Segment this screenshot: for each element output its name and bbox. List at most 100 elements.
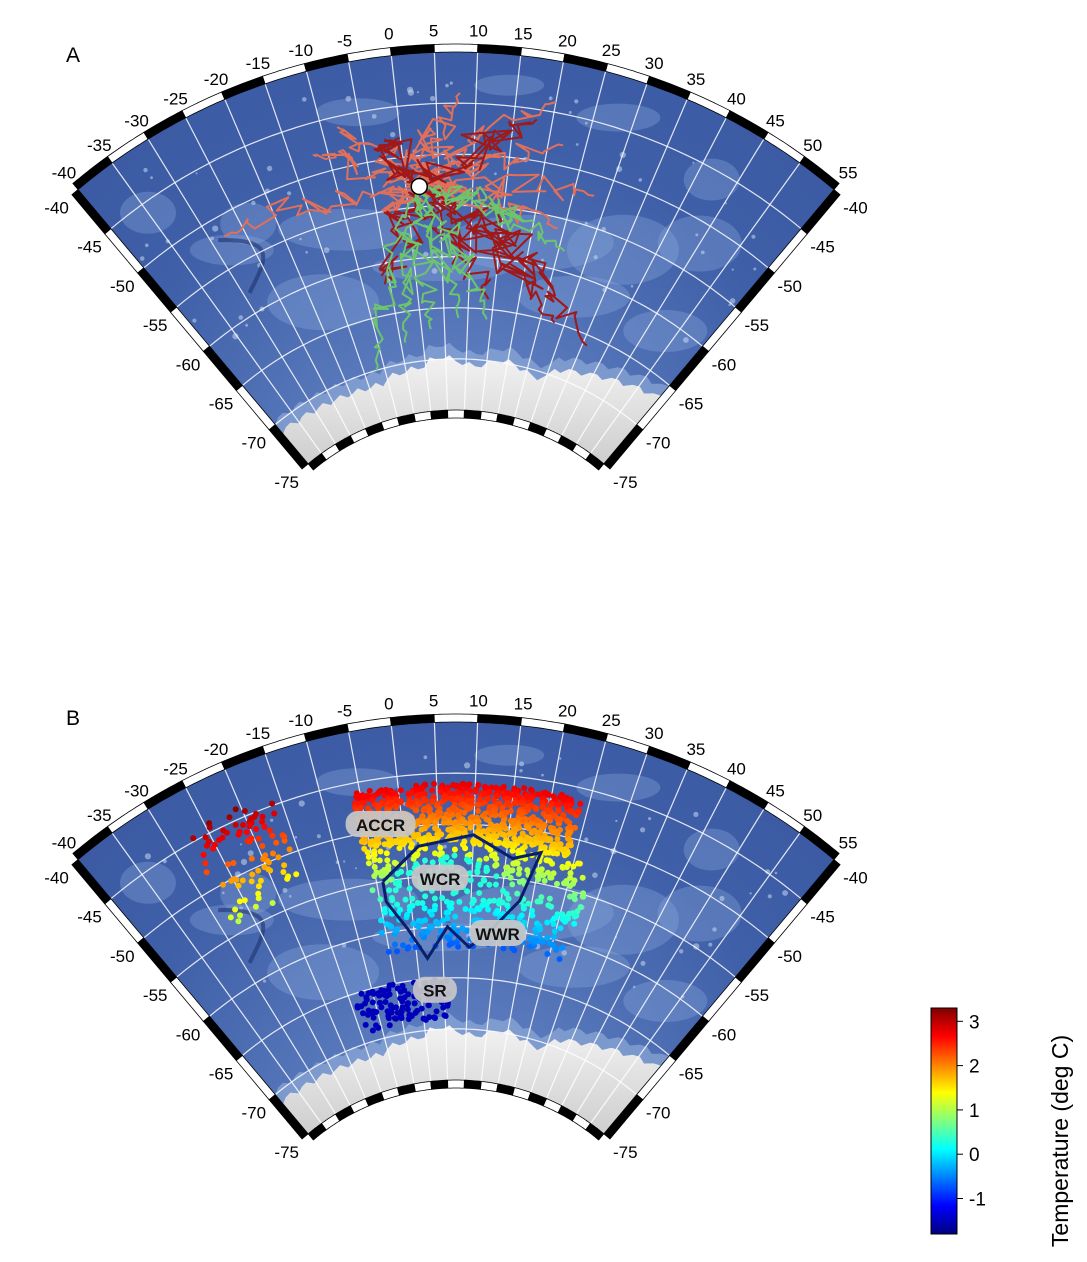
temperature-point (506, 831, 513, 838)
meridian (497, 61, 564, 415)
frame-segment (268, 424, 309, 470)
latitude-tick-label: -40 (843, 869, 868, 888)
temperature-point (227, 914, 234, 921)
meridian (147, 138, 337, 445)
temperature-point (381, 841, 388, 848)
frame-segment (268, 1094, 309, 1140)
temperature-point (397, 798, 404, 804)
temperature-point (219, 834, 226, 841)
temperature-point (477, 881, 484, 888)
parallel (274, 358, 638, 426)
temperature-point (531, 937, 538, 944)
bathymetry-feature (623, 310, 708, 352)
temperature-point (550, 793, 557, 800)
temperature-point (544, 837, 551, 843)
latitude-tick-labels: -40 -40 -45 -45 -50 -50 -55 -55 -60 -60 -65 -65 -70 -… (44, 869, 867, 1162)
temperature-point (415, 801, 421, 808)
meridian (433, 722, 449, 1081)
temperature-point (565, 802, 572, 809)
temperature-point (559, 864, 566, 871)
temperature-point (455, 943, 462, 950)
frame-segment (433, 713, 479, 723)
temperature-point (451, 782, 458, 789)
temperature-point (519, 830, 526, 837)
meridian (530, 753, 648, 1093)
temperature-point (255, 883, 262, 890)
longitude-tick-label: 5 (429, 691, 438, 710)
temperature-point (515, 870, 522, 877)
longitude-tick-label: -35 (87, 806, 112, 825)
temperature-point (519, 801, 526, 807)
temperature-point (504, 864, 511, 871)
temperature-point (450, 804, 457, 811)
temperature-point (419, 785, 426, 792)
temperature-point (544, 869, 551, 876)
temperature-point (409, 895, 416, 902)
latitude-tick-label: -50 (777, 947, 802, 966)
temperature-point (550, 921, 557, 928)
temperature-point (293, 871, 300, 878)
seal-track (336, 126, 420, 188)
seamount (245, 323, 249, 327)
seamount (298, 800, 305, 807)
frame-segment (799, 825, 840, 861)
seamount (247, 850, 254, 857)
temperature-point (499, 821, 506, 828)
temperature-point (465, 798, 471, 804)
temperature-point (510, 819, 517, 826)
seamount (615, 819, 618, 823)
seamount (695, 233, 699, 237)
temperature-point (261, 823, 268, 830)
temperature-point (413, 787, 420, 794)
temperature-point (432, 819, 439, 826)
map-frame (71, 713, 841, 1141)
longitude-tick-label: 20 (558, 701, 577, 720)
temperature-point (557, 925, 564, 932)
temperature-point (413, 782, 420, 789)
temperature-point (536, 829, 543, 836)
temperature-point (406, 798, 413, 805)
temperature-point (559, 911, 566, 918)
temperature-point (365, 860, 372, 867)
temperature-point (373, 1009, 380, 1015)
temperature-point (435, 809, 442, 816)
seamount (345, 95, 352, 102)
seamount (282, 887, 288, 893)
seamount (238, 315, 244, 320)
temperature-point (451, 852, 458, 859)
seamount (731, 268, 734, 271)
longitude-tick-label: 50 (803, 806, 822, 825)
frame-segment (463, 409, 482, 420)
bathymetry-feature (576, 773, 661, 802)
temperature-point (426, 924, 433, 931)
longitude-tick-label: 55 (839, 834, 858, 853)
temperature-point (475, 781, 482, 788)
temperature-point (447, 826, 454, 833)
seal-track (372, 186, 421, 371)
temperature-point (429, 798, 436, 805)
seamount (632, 985, 636, 989)
temperature-point (451, 846, 458, 853)
temperature-point (459, 825, 466, 832)
temperature-point (475, 863, 482, 870)
temperature-point (534, 817, 541, 824)
latitude-tick-label: -60 (176, 355, 201, 374)
temperature-point (255, 867, 262, 874)
temperature-point (388, 923, 395, 930)
temperature-point (252, 903, 259, 910)
temperature-point (232, 906, 239, 913)
temperature-point (370, 990, 377, 997)
temperature-point (519, 811, 526, 817)
temperature-point (541, 877, 548, 884)
temperature-point (571, 896, 578, 903)
temperature-point (383, 850, 390, 857)
temperature-point (566, 910, 573, 917)
map-frame (71, 43, 841, 471)
temperature-point (241, 897, 248, 904)
temperature-point (211, 841, 218, 848)
temperature-point (237, 912, 243, 919)
temperature-point (405, 870, 412, 877)
temperature-point (500, 831, 507, 838)
seamount (143, 167, 148, 173)
temperature-point (553, 828, 560, 835)
